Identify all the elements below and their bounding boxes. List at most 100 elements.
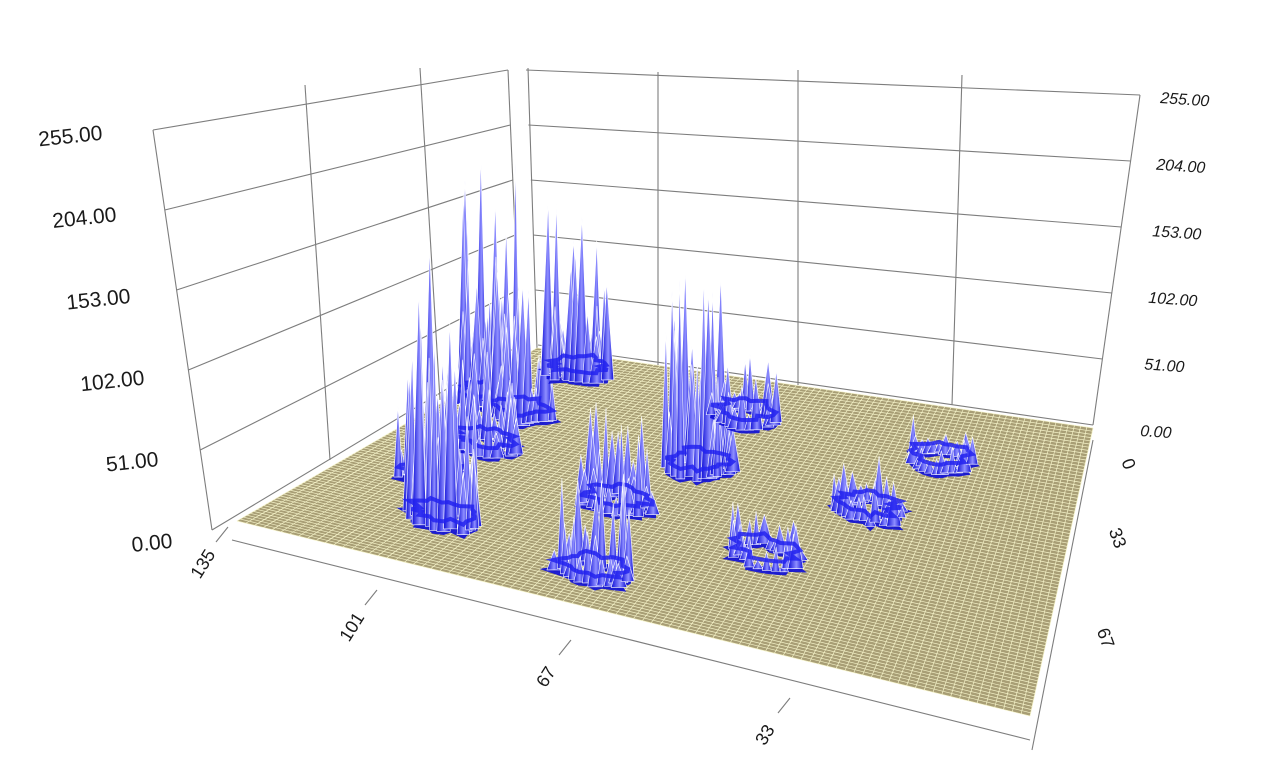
- z-gridline-left: [152, 69, 509, 131]
- floor-gridline: [915, 416, 1014, 688]
- floor-gridline: [523, 355, 1091, 442]
- z-gridline-right: [533, 234, 1112, 294]
- surface-spike: [601, 282, 615, 381]
- floor-gridline: [923, 417, 1020, 691]
- z-gridline-left: [188, 234, 516, 371]
- z-tick-label-right: 153.00: [1152, 223, 1202, 243]
- cluster-rim: [480, 394, 558, 418]
- x-tick-label: 135: [186, 546, 219, 582]
- z-gridline-left: [176, 179, 513, 291]
- spike-cluster: [722, 501, 809, 576]
- floor-gridline: [533, 349, 1093, 432]
- floor-gridline: [496, 370, 1085, 467]
- x-tick-label: 101: [335, 609, 368, 645]
- floor-gridline: [994, 424, 1069, 708]
- x-tick-label: 67: [532, 663, 560, 691]
- floor-gridline: [490, 374, 1084, 474]
- cluster-rim: [710, 395, 780, 423]
- floor-gridline: [1012, 426, 1081, 712]
- surface-spike: [924, 459, 936, 474]
- z-tick-label-left: 255.00: [37, 122, 103, 152]
- cluster-rim: [726, 531, 804, 564]
- wall-gridline: [304, 84, 331, 461]
- y-tick-label: 67: [1093, 625, 1119, 651]
- z-tick-label-left: 153.00: [65, 285, 131, 315]
- y-tick-label: 0: [1118, 456, 1140, 472]
- wall-gridline: [951, 74, 963, 406]
- floor-gridline: [526, 353, 1091, 438]
- floor-gridline: [530, 351, 1092, 435]
- spike-cluster: [827, 455, 913, 532]
- surface-spike: [482, 389, 494, 459]
- surface-spike: [632, 435, 644, 517]
- x-tick-mark: [558, 639, 572, 656]
- x-tick-mark: [364, 589, 378, 606]
- surface-spike: [896, 506, 907, 519]
- wall-gridline: [419, 67, 441, 401]
- z-gridline-right: [535, 289, 1103, 360]
- cluster-rim: [545, 548, 631, 580]
- surface-spike: [675, 279, 686, 480]
- floor-gridline: [959, 420, 1044, 699]
- floor-gridline: [520, 357, 1090, 445]
- wall-edge: [152, 129, 213, 531]
- floor-gridline: [1020, 427, 1088, 714]
- z-tick-label-left: 0.00: [130, 530, 173, 557]
- wall-edge: [527, 67, 538, 349]
- spike-cluster: [705, 353, 783, 434]
- surface-spike: [947, 446, 957, 474]
- floor-gridline: [493, 372, 1084, 470]
- z-tick-label-right: 204.00: [1155, 157, 1206, 177]
- z-tick-label-right: 0.00: [1140, 423, 1172, 442]
- surface-spike: [429, 336, 439, 531]
- z-tick-label-left: 51.00: [105, 448, 160, 476]
- z-tick-label-right: 51.00: [1144, 356, 1185, 376]
- surface-spike: [568, 517, 578, 580]
- floor-gridline: [985, 423, 1063, 706]
- surface-spike: [573, 217, 589, 383]
- cluster-rim: [907, 439, 977, 467]
- z-tick-label-left: 204.00: [51, 203, 117, 233]
- z-gridline-left: [164, 124, 511, 211]
- floor-gridline: [1003, 425, 1075, 710]
- surface-spike: [596, 555, 608, 586]
- floor-gridline: [897, 414, 1001, 684]
- z-gridline-right: [537, 344, 1094, 426]
- surface-spike: [773, 524, 788, 554]
- surface-spike: [752, 558, 764, 570]
- spike-cluster: [904, 415, 980, 479]
- floor-gridline: [906, 415, 1007, 686]
- floor-gridline: [941, 419, 1032, 695]
- surface-spike: [540, 201, 554, 376]
- cluster-rim: [401, 495, 477, 528]
- floor-gridline: [967, 421, 1051, 701]
- floor-gridline: [976, 422, 1057, 704]
- surface-spike: [393, 405, 403, 478]
- x-tick-label: 33: [751, 721, 779, 749]
- surface-spike: [521, 289, 534, 424]
- axis-grid: [152, 67, 1141, 751]
- surface-spike: [411, 291, 427, 526]
- surface-spike: [443, 322, 458, 530]
- x-tick-mark: [777, 697, 791, 714]
- spike-cluster: [537, 201, 615, 387]
- surface-spike: [582, 311, 595, 384]
- y-tick-label: 33: [1105, 525, 1131, 551]
- z-gridline-right: [530, 179, 1122, 228]
- z-gridline-right: [525, 69, 1141, 96]
- spike-cluster: [396, 247, 482, 539]
- cluster-rim: [664, 444, 737, 474]
- wall-edge: [1092, 94, 1141, 426]
- z-tick-label-left: 102.00: [79, 367, 145, 397]
- cluster-rim: [577, 481, 655, 509]
- spike-cluster: [539, 473, 635, 592]
- z-tick-label-right: 102.00: [1148, 290, 1198, 310]
- cluster-rim: [830, 488, 908, 520]
- x-tick-mark: [215, 526, 229, 543]
- surface-spike: [950, 441, 964, 457]
- surface-spike: [607, 503, 618, 568]
- cluster-rim: [543, 352, 610, 376]
- floor-gridline: [1029, 427, 1094, 717]
- z-tick-label-right: 255.00: [1159, 90, 1210, 110]
